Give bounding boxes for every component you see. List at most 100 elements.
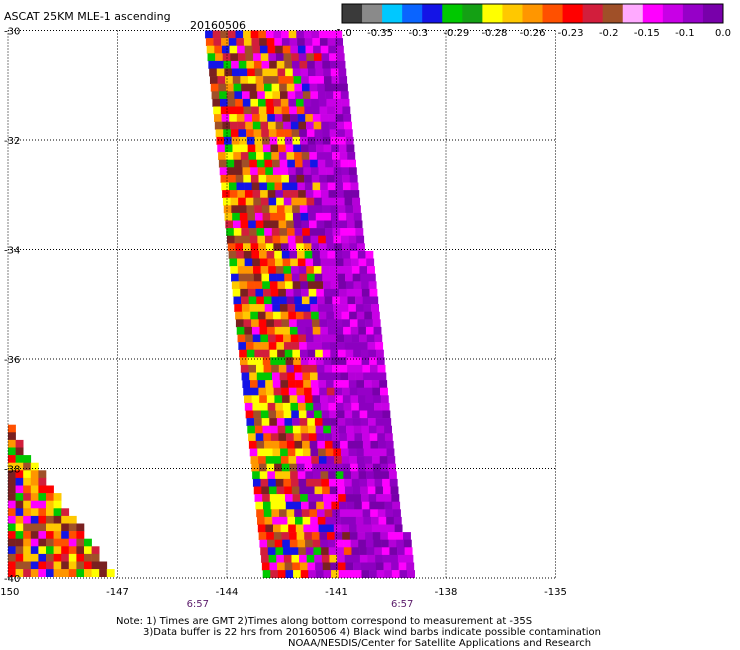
wind-cell <box>348 380 357 388</box>
wind-cell <box>290 121 299 130</box>
colorbar-swatch <box>462 4 483 23</box>
wind-cell <box>76 561 85 570</box>
wind-cell <box>245 334 254 343</box>
wind-cell <box>337 205 346 214</box>
wind-cell <box>391 562 399 571</box>
wind-cell <box>243 30 251 39</box>
wind-cell <box>313 53 322 62</box>
wind-cell <box>277 494 286 502</box>
wind-cell <box>38 561 47 570</box>
wind-cell <box>282 539 291 548</box>
wind-cell <box>46 515 54 524</box>
wind-cell <box>375 554 383 563</box>
wind-cell <box>399 570 408 578</box>
wind-cell <box>245 266 254 274</box>
wind-cell <box>278 144 286 153</box>
wind-cell <box>207 53 216 62</box>
wind-cell <box>307 60 316 69</box>
wind-cell <box>337 554 345 563</box>
wind-cell <box>339 364 348 373</box>
wind-cell <box>8 508 16 517</box>
wind-cell <box>23 470 32 479</box>
wind-cell <box>365 532 373 540</box>
wind-cell <box>251 182 260 191</box>
wind-cell <box>224 136 232 145</box>
wind-cell <box>295 380 304 388</box>
wind-cell <box>238 60 247 69</box>
wind-cell <box>343 114 352 122</box>
wind-cell <box>379 380 388 388</box>
wind-cell <box>317 296 325 305</box>
wind-cell <box>329 273 338 282</box>
wind-cell <box>361 570 370 578</box>
wind-cell <box>250 243 259 252</box>
wind-cell <box>265 235 273 244</box>
wind-cell <box>38 500 47 509</box>
wind-cell <box>277 570 286 578</box>
wind-cell <box>46 569 54 577</box>
wind-cell <box>334 98 342 107</box>
wind-cell <box>289 182 298 191</box>
wind-cell <box>234 304 243 312</box>
wind-cell <box>356 456 365 464</box>
wind-cell <box>341 456 350 464</box>
wind-cell <box>268 478 277 487</box>
wind-cell <box>297 45 306 54</box>
wind-cell <box>403 539 412 548</box>
wind-cell <box>319 463 328 472</box>
longitude-labels: -150-147-144-141-138-135 <box>0 587 567 598</box>
wind-cell <box>335 250 343 259</box>
wind-cell <box>325 372 334 381</box>
wind-cell <box>314 273 323 282</box>
wind-cell <box>260 402 268 411</box>
wind-cell <box>297 395 306 404</box>
wind-cell <box>336 266 345 274</box>
wind-cell <box>209 76 218 84</box>
wind-cell <box>378 448 387 457</box>
wind-cell <box>302 516 311 525</box>
wind-cell <box>288 98 297 107</box>
wind-cell <box>76 546 85 555</box>
wind-cell <box>386 516 395 525</box>
wind-cell <box>363 372 372 381</box>
wind-cell <box>322 486 331 495</box>
colorbar-swatch <box>482 4 503 23</box>
wind-cell <box>269 273 277 282</box>
wind-cell <box>246 60 255 69</box>
wind-cell <box>38 553 47 562</box>
wind-cell <box>346 288 355 297</box>
wind-cell <box>297 539 306 548</box>
wind-cell <box>307 349 316 358</box>
wind-cell <box>288 243 297 252</box>
wind-cell <box>299 554 307 563</box>
lon-label: -144 <box>216 587 239 598</box>
wind-cell <box>324 364 333 373</box>
wind-cell <box>286 364 295 373</box>
wind-cell <box>347 296 356 305</box>
wind-cell <box>328 190 337 198</box>
wind-cell <box>367 410 376 419</box>
wind-cell <box>76 538 85 547</box>
wind-cell <box>337 418 346 426</box>
wind-cell <box>312 539 321 548</box>
wind-cell <box>243 319 252 328</box>
wind-cell <box>378 440 386 449</box>
wind-cell <box>38 493 47 501</box>
wind-cell <box>38 531 47 539</box>
wind-cell <box>249 235 258 244</box>
wind-cell <box>285 76 294 84</box>
wind-cell <box>277 562 285 571</box>
wind-cell <box>328 334 337 343</box>
wind-cell <box>319 174 328 183</box>
wind-cell <box>315 570 324 578</box>
wind-cell <box>303 243 312 252</box>
wind-cell <box>243 250 252 259</box>
wind-cell <box>274 114 283 122</box>
wind-cell <box>246 205 255 214</box>
wind-cell <box>329 486 338 495</box>
wind-cell <box>343 402 352 411</box>
wind-cell <box>298 402 306 411</box>
wind-cell <box>313 258 321 267</box>
wind-cell <box>244 190 253 198</box>
wind-cell <box>269 494 278 502</box>
